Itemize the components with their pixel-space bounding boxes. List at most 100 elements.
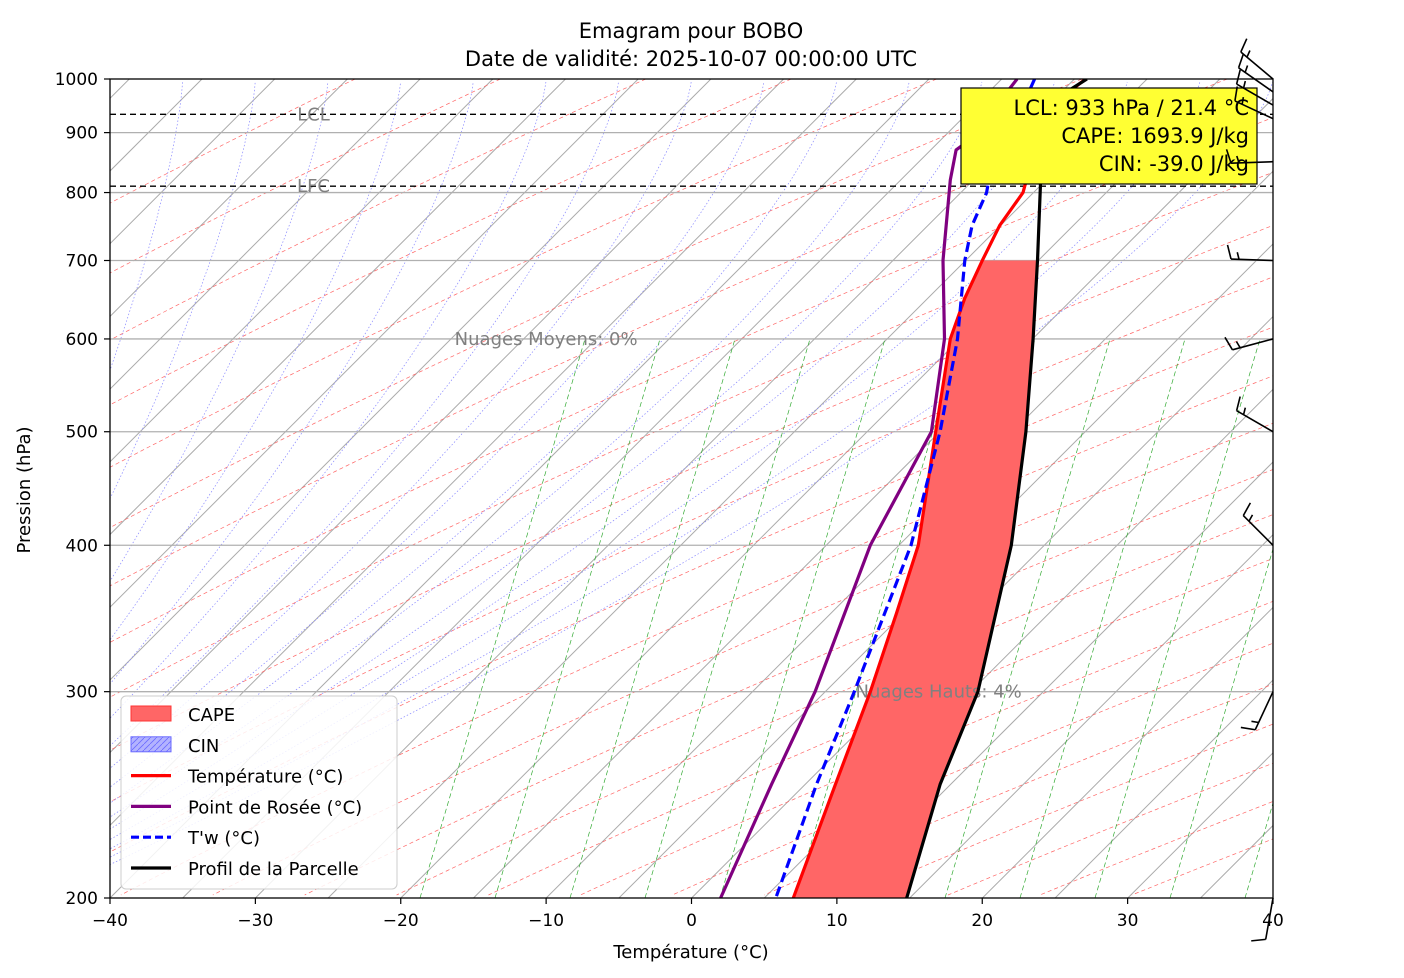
y-tick-label: 200 (66, 889, 98, 909)
dry-adiabat (110, 171, 1273, 698)
legend-label: Point de Rosée (°C) (188, 797, 362, 818)
chart-subtitle: Date de validité: 2025-10-07 00:00:00 UT… (465, 47, 917, 71)
wind-barb-half-flag (1244, 65, 1249, 73)
mixing-ratio-line (1094, 338, 1261, 898)
dry-adiabat (1131, 838, 1273, 896)
wind-barb-staff (1264, 897, 1274, 940)
moist-adiabat (110, 81, 837, 804)
dry-adiabat (110, 79, 792, 406)
skewed-isotherm (909, 533, 1273, 898)
x-axis-ticks: −40 −30 −20 −10 0 10 20 30 40 (92, 898, 1284, 931)
legend-label: T'w (°C) (187, 828, 260, 849)
skewed-isotherm (110, 79, 276, 245)
moist-adiabat (110, 81, 1201, 858)
wind-barb-staff (1236, 83, 1274, 106)
legend-label: CIN (188, 736, 219, 757)
wind-barb-flag (1235, 69, 1241, 85)
legend-label: CAPE (188, 705, 235, 726)
mixing-ratio-line (794, 338, 961, 898)
wind-barb-half-flag (1242, 407, 1247, 415)
level-lines (110, 113, 1273, 187)
wind-barb-flag (1225, 149, 1232, 164)
dry-adiabat (1039, 801, 1273, 896)
moist-adiabat (110, 81, 765, 788)
x-axis-label: Température (°C) (612, 942, 768, 963)
legend: CAPE CIN Température (°C) Point de Rosée (°… (120, 695, 398, 890)
wind-barb-half-flag (1246, 50, 1251, 58)
legend-label: Température (°C) (187, 767, 343, 788)
legend-box (120, 695, 398, 890)
y-tick-label: 1000 (55, 70, 98, 90)
wind-barb-staff (1254, 691, 1274, 731)
skewed-isotherm (110, 79, 784, 754)
mixing-ratio-line (1169, 547, 1273, 898)
cape-area (793, 260, 1038, 898)
annotation-label: Nuages Moyens: 0% (455, 329, 638, 350)
skewed-isotherm (1272, 897, 1273, 898)
wind-barb-half-flag (1236, 155, 1240, 164)
annotation-label: Nuages Hauts: 4% (856, 682, 1022, 703)
x-tick-label: −20 (383, 911, 419, 931)
dry-adiabat (488, 558, 1273, 896)
annotation-label: LFC (297, 176, 330, 197)
skewed-isotherm (1054, 679, 1273, 898)
dry-adiabat (672, 642, 1273, 896)
legend-swatch-cin (130, 736, 172, 753)
x-tick-label: −10 (528, 911, 564, 931)
wind-barb-flag (1242, 502, 1252, 516)
skewed-isotherm (110, 79, 421, 390)
skewed-isotherm (327, 79, 1148, 898)
x-tick-label: 0 (686, 911, 697, 931)
skewed-isotherm (1200, 824, 1273, 898)
annotation-label: LCL (297, 104, 330, 125)
wind-barb-flag (1234, 86, 1239, 102)
x-tick-label: −30 (237, 911, 273, 931)
y-axis-label: Pression (hPa) (14, 426, 35, 553)
dry-adiabat (110, 79, 1228, 587)
y-tick-label: 600 (66, 330, 98, 350)
moist-adiabat (110, 81, 910, 818)
moist-adiabat (110, 81, 692, 769)
wind-barb-flag (1237, 53, 1245, 69)
skewed-isotherm (1346, 79, 1404, 898)
y-tick-label: 400 (66, 536, 98, 556)
dry-adiabat (212, 422, 1273, 896)
info-box: LCL: 933 hPa / 21.4 °C CAPE: 1693.9 J/kg… (960, 87, 1258, 185)
dry-adiabat (110, 79, 501, 274)
mixing-ratio-line (1019, 338, 1186, 898)
wind-barbs (1224, 38, 1274, 942)
dry-adiabat (764, 683, 1273, 896)
mixing-ratio-line (944, 338, 1111, 898)
chart-title: Emagram pour BOBO (579, 19, 804, 43)
wind-barb-staff (1230, 258, 1274, 262)
wind-barb-flag (1226, 244, 1232, 260)
info-lcl: LCL: 933 hPa / 21.4 °C (1014, 96, 1250, 120)
wind-barb-staff (1242, 515, 1274, 546)
mixing-ratio-line (494, 338, 661, 898)
skewed-isotherm (473, 97, 1273, 898)
mixing-ratio-line (644, 338, 811, 898)
skewed-isotherm (110, 79, 639, 608)
y-tick-label: 700 (66, 252, 98, 272)
dry-adiabat (110, 79, 937, 468)
wind-barb-staff (1240, 51, 1274, 80)
skewed-isotherm (691, 315, 1273, 898)
skewed-isotherm (1127, 752, 1273, 898)
moist-adiabat (110, 81, 619, 747)
mixing-ratio-line (419, 338, 586, 898)
y-axis-ticks: 200 300 400 500 600 700 800 900 1000 (55, 70, 110, 909)
x-tick-label: −40 (92, 911, 128, 931)
wind-barb-flag (1235, 396, 1241, 411)
dry-adiabat (110, 225, 1273, 751)
y-tick-label: 900 (66, 124, 98, 144)
mixing-ratio-line (569, 338, 736, 898)
moist-adiabat (110, 81, 401, 641)
y-tick-label: 300 (66, 683, 98, 703)
wind-barb-half-flag (1242, 80, 1247, 89)
dry-adiabat (110, 117, 1273, 643)
x-tick-label: 20 (971, 911, 993, 931)
info-box-background (960, 87, 1258, 185)
wind-barb-flag (1251, 938, 1266, 942)
wind-barb-half-flag (1236, 252, 1240, 260)
dry-adiabat (396, 514, 1273, 896)
